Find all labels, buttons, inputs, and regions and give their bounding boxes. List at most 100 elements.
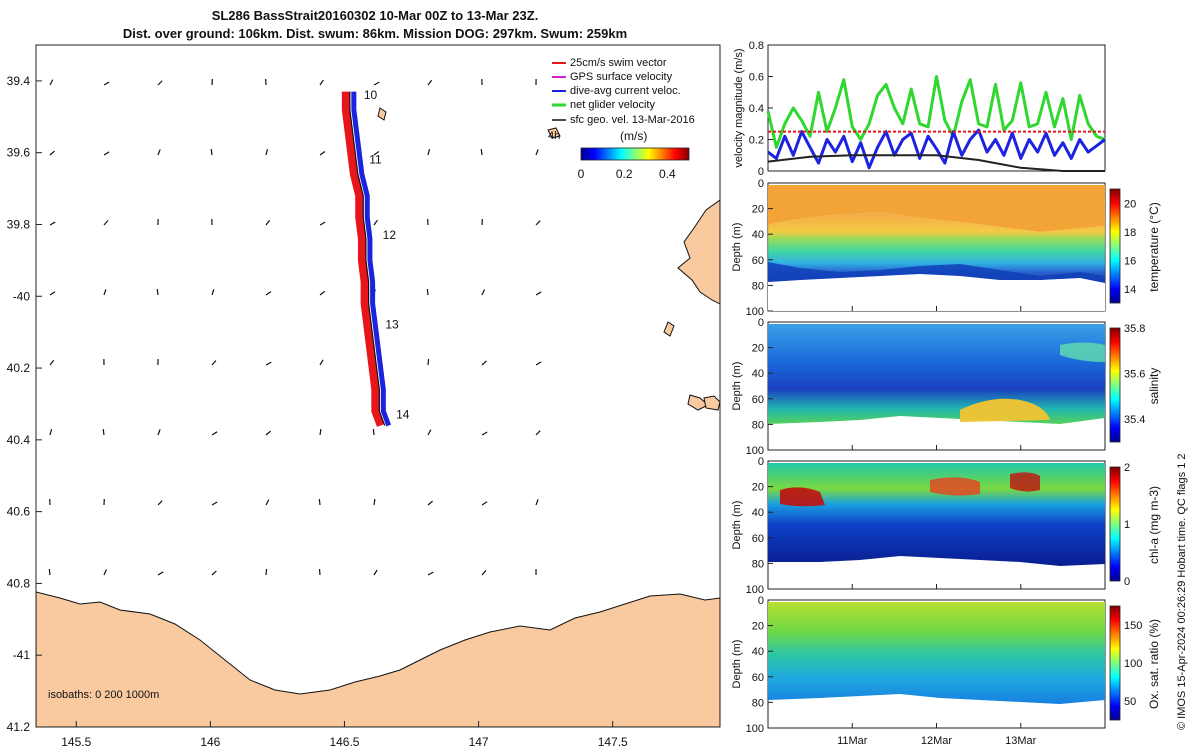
velocity-arrow: [481, 431, 488, 436]
depth-tick-label: 20: [752, 343, 764, 355]
velocity-y-ticks: 0 0.2 0.4 0.6 0.8: [749, 40, 773, 178]
colorbar-tick-label: 35.8: [1124, 323, 1145, 335]
colorbar-tick-label: 35.6: [1124, 369, 1145, 381]
track-day-label: 10: [364, 88, 378, 102]
flinders-island-land: [677, 199, 720, 305]
depth-tick-label: 80: [752, 419, 764, 431]
islet-land: [687, 394, 709, 411]
depth-tick-label: 40: [752, 229, 764, 241]
map-y-tick-label: 40.8: [7, 576, 31, 590]
colorbar-tick-label: 1: [1124, 519, 1130, 531]
chla-max-patch: [1010, 472, 1040, 492]
depth-tick-label: 40: [752, 507, 764, 519]
velocity-arrow: [535, 149, 539, 156]
velocity-series: [766, 75, 1106, 172]
depth-tick-label: 100: [746, 584, 764, 596]
islet-land: [703, 395, 720, 411]
velocity-arrow: [319, 290, 326, 296]
velocity-arrow: [265, 291, 272, 296]
map-x-tick-label: 147.5: [598, 735, 628, 749]
speed-colorbar: [580, 147, 690, 161]
depth-tick-label: 40: [752, 368, 764, 380]
velocity-arrow: [481, 501, 488, 506]
map-legend: 25cm/s swim vector GPS surface velocity …: [548, 57, 695, 181]
velocity-arrow: [157, 500, 163, 506]
current-vector-track: [351, 91, 392, 427]
oxygen-panel: [767, 599, 1121, 729]
velocity-y-tick-label: 0.8: [749, 40, 764, 52]
velocity-y-tick-label: 0.4: [749, 103, 764, 115]
depth-tick-label: 80: [752, 558, 764, 570]
panel-colorbar: [1109, 466, 1121, 582]
speed-colorbar-label: (m/s): [620, 129, 647, 143]
velocity-arrow: [103, 569, 107, 576]
depth-axis-label: Depth (m): [731, 640, 743, 689]
velocity-arrow: [535, 220, 541, 226]
speed-colorbar-tick: 0: [578, 167, 585, 181]
velocity-y-tick-label: 0.2: [749, 135, 764, 147]
map-x-tick-label: 146.5: [329, 735, 359, 749]
inset-label: 4h: [548, 130, 560, 142]
speed-colorbar-ticks: 0 0.2 0.4: [578, 167, 676, 181]
velocity-arrow: [480, 148, 483, 156]
speed-colorbar-tick: 0.2: [616, 167, 633, 181]
velocity-arrow: [373, 219, 378, 226]
legend-label: 25cm/s swim vector: [570, 57, 667, 69]
velocity-arrow: [103, 220, 109, 226]
glider-track: 10 11 12 13 14: [341, 88, 410, 427]
velocity-arrow: [535, 361, 542, 366]
velocity-arrow: [265, 149, 269, 156]
velocity-arrow: [102, 428, 105, 436]
salinity-patch: [1060, 342, 1105, 362]
velocity-arrow: [535, 291, 542, 296]
velocity-arrow: [373, 81, 380, 86]
velocity-arrow: [49, 359, 55, 366]
depth-tick-label: 60: [752, 255, 764, 267]
velocity-arrow: [427, 149, 431, 156]
islet-land: [663, 321, 675, 337]
velocity-arrow: [211, 289, 215, 296]
velocity-arrow: [481, 289, 486, 296]
velocity-arrow: [373, 498, 376, 506]
temperature-mid-layer: [768, 212, 1105, 283]
colorbar-label: salinity: [1147, 368, 1161, 405]
temperature-warm-layer: [768, 185, 1105, 232]
depth-tick-label: 80: [752, 280, 764, 292]
colorbar-tick-label: 20: [1124, 198, 1136, 210]
legend-label: dive-avg current veloc.: [570, 85, 681, 97]
map-y-tick-label: 41.2: [7, 720, 31, 734]
legend-entry-gps: GPS surface velocity: [552, 71, 673, 83]
figure-subtitle: Dist. over ground: 106km. Dist. swum: 86…: [123, 26, 627, 41]
velocity-arrow: [426, 288, 429, 296]
chla-field: [768, 463, 1105, 566]
chla-panel: [767, 460, 1121, 590]
velocity-arrow: [211, 360, 217, 366]
map-y-tick-label: 39.8: [7, 217, 31, 231]
map-y-tick-label: 40.4: [7, 433, 31, 447]
map-y-tick-label: 39.6: [7, 146, 31, 160]
islet-land: [377, 107, 387, 121]
islet-land: [547, 127, 561, 139]
velocity-arrow: [211, 570, 217, 576]
depth-tick-label: 0: [758, 317, 764, 329]
time-tick-label: 13Mar: [1005, 735, 1037, 747]
surface-velocity-vectors: [48, 78, 542, 576]
map-y-ticks: 39.4 39.6 39.8 -40 40.2 40.4 40.6 40.8 -41 41.2: [7, 74, 42, 734]
chla-max-patch: [930, 477, 980, 496]
depth-tick-label: 20: [752, 204, 764, 216]
velocity-arrow: [49, 291, 56, 296]
oxygen-field: [768, 602, 1105, 704]
velocity-arrow: [535, 430, 541, 436]
depth-tick-label: 0: [758, 595, 764, 607]
velocity-arrow: [156, 288, 159, 296]
velocity-series-line: [767, 128, 1106, 170]
colorbar-tick-label: 150: [1124, 620, 1142, 632]
legend-entry-geo: sfc geo. vel. 13-Mar-2016: [552, 114, 695, 126]
colorbar-tick-label: 0: [1124, 576, 1130, 588]
chla-max-patch: [780, 487, 825, 507]
depth-tick-label: 20: [752, 482, 764, 494]
credit-text: © IMOS 15-Apr-2024 00:26:29 Hobart time.…: [1176, 453, 1188, 730]
velocity-arrow: [427, 571, 434, 576]
